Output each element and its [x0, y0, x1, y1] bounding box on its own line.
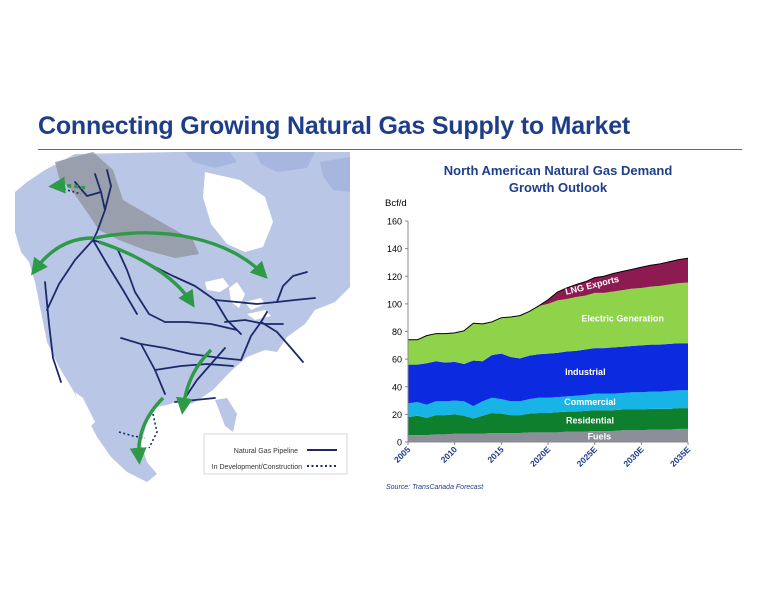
y-tick-label: 40 — [392, 382, 402, 392]
supply-basin-region — [55, 152, 199, 258]
y-tick-label: 160 — [387, 217, 402, 227]
x-tick-label: 2010 — [439, 444, 460, 465]
chart-title-line-2: Growth Outlook — [509, 180, 608, 195]
chart-areas — [408, 257, 689, 442]
y-tick-label: 120 — [387, 272, 402, 282]
map-legend: Natural Gas Pipeline In Development/Cons… — [203, 433, 348, 475]
area-industrial — [408, 343, 688, 407]
x-tick-label: 2025E — [575, 444, 600, 469]
area-commercial — [408, 390, 688, 419]
area-residential — [408, 408, 688, 436]
page-title: Connecting Growing Natural Gas Supply to… — [38, 112, 631, 140]
great-lakes — [205, 278, 271, 320]
y-tick-label: 100 — [387, 299, 402, 309]
florida — [215, 398, 237, 432]
series-label-residential: Residential — [566, 416, 614, 426]
x-tick-label: 2005 — [392, 444, 413, 465]
y-tick-label: 80 — [392, 327, 402, 337]
y-tick-label: 20 — [392, 410, 402, 420]
legend-pipeline-label: Natural Gas Pipeline — [234, 448, 298, 455]
gulf-of-california — [75, 392, 95, 426]
legend-box — [203, 433, 348, 475]
supply-flow-arrows — [30, 176, 268, 465]
x-tick-label: 2020E — [528, 444, 553, 469]
y-axis-label: Bcf/d — [385, 198, 407, 209]
chart-title-line-1: North American Natural Gas Demand — [444, 163, 673, 178]
x-tick-label: 2015 — [485, 444, 506, 465]
area-fuels — [408, 428, 688, 442]
series-label-fuels: Fuels — [588, 431, 612, 441]
pipeline-map-canvas: Natural Gas Pipeline In Development/Cons… — [15, 152, 350, 482]
series-label-commercial: Commercial — [564, 397, 616, 407]
legend-development-label: In Development/Construction — [212, 464, 302, 471]
arctic-islands — [185, 152, 350, 192]
hudson-bay — [203, 172, 273, 252]
y-tick-label: 60 — [392, 355, 402, 365]
demand-chart-svg: North American Natural Gas Demand Growth… — [385, 163, 693, 491]
x-tick-label: 2035E — [668, 444, 693, 469]
pipeline-map: Natural Gas Pipeline In Development/Cons… — [15, 152, 350, 490]
chart-source-note: Source: TransCanada Forecast — [386, 484, 484, 491]
area-lng-exports — [408, 258, 688, 340]
series-label-electric-generation: Electric Generation — [581, 313, 664, 323]
demand-outlook-chart: North American Natural Gas Demand Growth… — [368, 155, 708, 500]
series-label-industrial: Industrial — [565, 367, 606, 377]
total-demand-line — [408, 257, 689, 341]
title-divider — [38, 149, 742, 150]
area-electric-generation — [408, 282, 688, 365]
y-tick-label: 140 — [387, 244, 402, 254]
x-tick-label: 2030E — [621, 444, 646, 469]
y-tick-label: 0 — [397, 438, 402, 448]
